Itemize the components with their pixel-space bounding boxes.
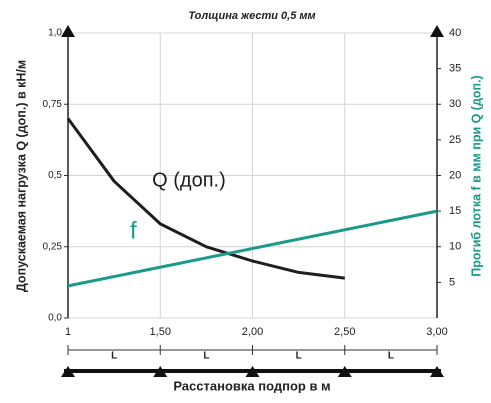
y2-tick-label: 30 [449, 98, 461, 110]
y2-tick-label: 5 [449, 276, 455, 288]
series-label: Q (доп.) [152, 169, 226, 191]
y-tick-label: 0,75 [43, 99, 63, 110]
series-label: f [130, 217, 137, 244]
x-tick-label: 3,00 [426, 326, 447, 338]
x-axis-label: Расстановка подпор в м [173, 378, 330, 393]
y-tick-label: 0,0 [48, 313, 62, 324]
y-tick-label: 1,0 [48, 28, 62, 39]
y2-tick-label: 40 [449, 27, 461, 39]
span-label: L [388, 351, 394, 362]
x-tick-label: 1 [65, 326, 71, 338]
span-label: L [203, 351, 209, 362]
x-tick-label: 2,00 [242, 326, 263, 338]
y2-tick-label: 15 [449, 205, 461, 217]
y-axis-label: Допускаемая нагрузка Q (доп.) в кН/м [14, 60, 28, 292]
y2-tick-label: 35 [449, 63, 461, 75]
axis-arrow [61, 25, 75, 37]
series-line [66, 117, 345, 280]
axis-arrow [430, 25, 444, 37]
chart-title: Толщина жести 0,5 мм [188, 10, 315, 22]
y2-tick-label: 10 [449, 241, 461, 253]
span-label: L [296, 351, 302, 362]
y2-tick-label: 25 [449, 134, 461, 146]
y-tick-label: 0,5 [48, 170, 62, 181]
y2-axis-label: Прогиб лотка f в мм при Q (доп.) [469, 75, 483, 276]
y-tick-label: 0,25 [43, 241, 63, 252]
series-line [67, 209, 438, 288]
x-tick-label: 1,50 [150, 326, 171, 338]
y2-tick-label: 20 [449, 169, 461, 181]
x-tick-label: 2,50 [334, 326, 355, 338]
span-label: L [111, 351, 117, 362]
